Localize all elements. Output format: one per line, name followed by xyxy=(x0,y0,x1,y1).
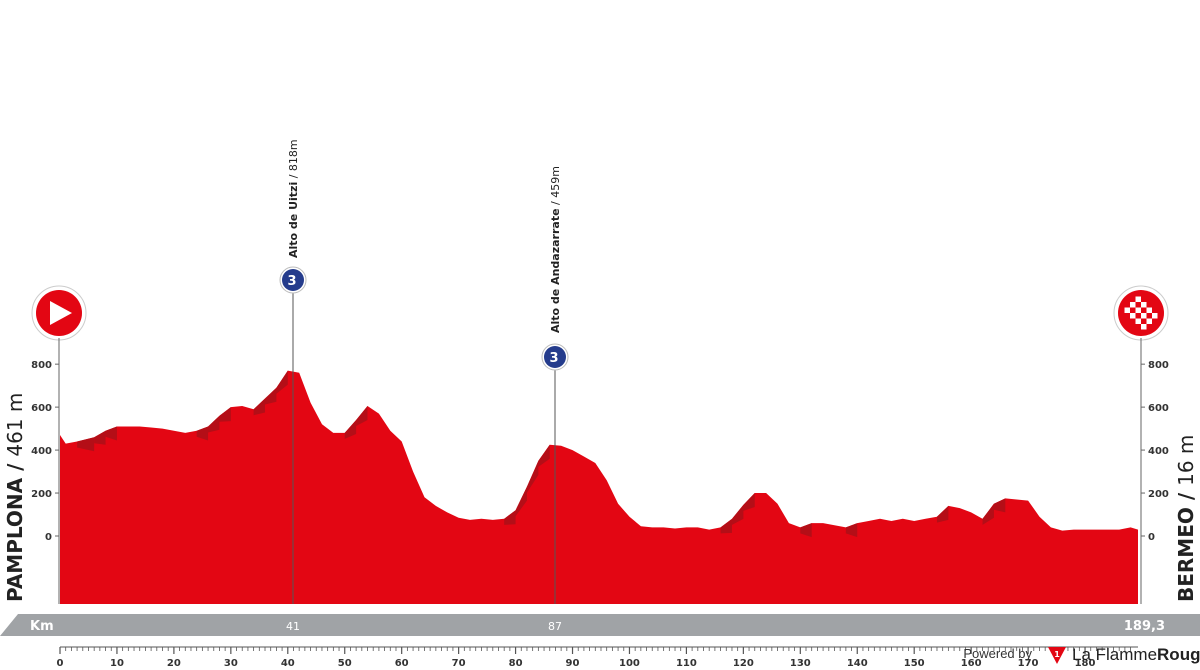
start-marker xyxy=(31,285,87,341)
brand-name: La FlammeRouge xyxy=(1072,645,1200,664)
elevation-slopes xyxy=(77,370,1006,538)
slope-shade xyxy=(196,426,209,441)
slope-shade xyxy=(526,460,539,493)
x-tick-label: 150 xyxy=(904,658,925,669)
slope-shade xyxy=(105,426,117,441)
slope-shade xyxy=(845,523,858,538)
flamme-rouge-logo-icon xyxy=(1048,647,1066,664)
x-tick-label: 180 xyxy=(1075,658,1096,669)
x-tick-label: 60 xyxy=(395,658,409,669)
y-tick-label-right: 200 xyxy=(1148,489,1169,500)
slope-shade xyxy=(504,510,516,525)
x-tick-label: 110 xyxy=(676,658,697,669)
slope-shade xyxy=(344,420,357,439)
climb-category: 3 xyxy=(549,351,558,366)
km-band-total: 189,3 xyxy=(1124,619,1165,634)
climbs: 3 Alto de Uitzi / 818m 3 Alto de Andazarrat… xyxy=(279,139,569,604)
climb-category: 3 xyxy=(287,274,296,289)
y-tick-label-left: 200 xyxy=(31,489,52,500)
slope-shade xyxy=(720,518,732,534)
x-tick-label: 120 xyxy=(733,658,754,669)
slope-shade xyxy=(208,415,220,433)
slope-shade xyxy=(77,437,95,452)
climb-label: Alto de Uitzi / 818m xyxy=(287,139,300,258)
x-tick-label: 80 xyxy=(509,658,523,669)
slope-shade xyxy=(731,504,744,525)
elevation-fill xyxy=(60,370,1138,604)
start-town-label: PAMPLONA / 461 m xyxy=(3,393,27,602)
climb-label: Alto de Andazarrate / 459m xyxy=(549,166,562,333)
slope-shade xyxy=(982,503,994,525)
x-tick-label: 70 xyxy=(452,658,466,669)
slope-shade xyxy=(276,370,288,394)
x-tick-label: 160 xyxy=(961,658,982,669)
slope-shade xyxy=(94,430,106,445)
slope-shade xyxy=(743,493,755,511)
x-tick-label: 50 xyxy=(338,658,352,669)
finish-marker xyxy=(1113,285,1169,341)
slope-shade xyxy=(515,486,527,517)
x-tick-label: 40 xyxy=(281,658,295,669)
km-band-unit: Km xyxy=(30,619,54,634)
y-tick-label-right: 0 xyxy=(1148,532,1155,543)
x-tick-label: 170 xyxy=(1018,658,1039,669)
y-tick-label-right: 400 xyxy=(1148,446,1169,457)
x-tick-label: 100 xyxy=(619,658,640,669)
climb-km-label: 41 xyxy=(286,620,300,633)
y-tick-label-left: 600 xyxy=(31,403,52,414)
powered-by-text: Powered by xyxy=(963,646,1032,661)
finish-town-label: BERMEO / 16 m xyxy=(1174,435,1198,602)
slope-shade xyxy=(538,444,550,467)
slope-shade xyxy=(936,505,949,523)
slope-shade xyxy=(265,387,277,405)
slope-shade xyxy=(219,407,231,422)
slope-shade xyxy=(993,498,1006,513)
y-ticks-right: 0 200 400 600 800 xyxy=(1141,360,1169,543)
y-tick-label-right: 600 xyxy=(1148,403,1169,414)
x-tick-label: 0 xyxy=(57,658,64,669)
x-tick-label: 130 xyxy=(790,658,811,669)
x-tick-label: 140 xyxy=(847,658,868,669)
slope-shade xyxy=(800,523,812,538)
band-climb-km: 41 87 xyxy=(286,620,562,633)
slope-shade xyxy=(253,398,266,416)
slope-shade xyxy=(356,406,368,427)
climb-category-badge-icon: 3 xyxy=(541,343,569,371)
y-tick-label-left: 800 xyxy=(31,360,52,371)
km-band xyxy=(0,614,1200,636)
y-tick-label-right: 800 xyxy=(1148,360,1169,371)
x-tick-label: 10 xyxy=(110,658,124,669)
flamme-rouge-logo-digit: 1 xyxy=(1054,650,1060,659)
x-ticks: 0 10 20 30 40 50 60 70 80 90 100 110 120 130 140 150 160… xyxy=(57,647,1131,669)
profile-area xyxy=(60,370,1138,604)
checkered-flag-icon xyxy=(1124,296,1158,330)
y-tick-label-left: 0 xyxy=(45,532,52,543)
x-tick-label: 30 xyxy=(224,658,238,669)
climb-category-badge-icon: 3 xyxy=(279,266,307,294)
y-tick-label-left: 400 xyxy=(31,446,52,457)
x-tick-label: 20 xyxy=(167,658,181,669)
y-ticks-left: 0 200 400 600 800 xyxy=(31,360,59,543)
climb-km-label: 87 xyxy=(548,620,562,633)
x-tick-label: 90 xyxy=(566,658,580,669)
